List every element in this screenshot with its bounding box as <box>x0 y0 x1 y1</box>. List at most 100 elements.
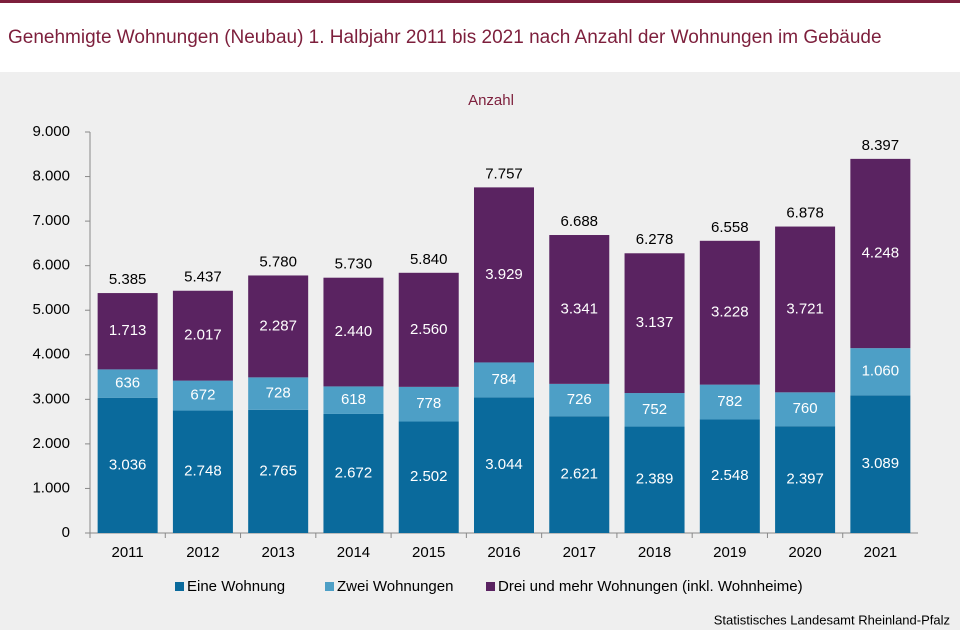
bar-segment <box>323 386 384 414</box>
x-tick-label: 2012 <box>186 544 219 561</box>
segment-label: 3.036 <box>109 456 147 473</box>
x-tick-label: 2015 <box>412 544 445 561</box>
bar-segment <box>699 240 760 385</box>
bar-segment <box>624 426 685 533</box>
legend-swatch <box>325 582 334 591</box>
segment-label: 778 <box>416 395 441 412</box>
segment-label: 728 <box>266 385 291 402</box>
y-tick-label: 3.000 <box>32 390 70 407</box>
segment-label: 2.560 <box>410 321 448 338</box>
total-label: 5.780 <box>259 253 297 270</box>
y-tick-label: 4.000 <box>32 346 70 363</box>
segment-label: 3.044 <box>485 456 523 473</box>
bar-segment <box>474 187 534 363</box>
segment-label: 782 <box>717 393 742 410</box>
x-tick-label: 2019 <box>713 544 746 561</box>
segment-label: 2.440 <box>335 323 373 340</box>
bar-segment <box>172 290 233 381</box>
x-tick-label: 2016 <box>487 544 520 561</box>
legend-label: Eine Wohnung <box>187 578 285 595</box>
bar-segment <box>474 362 534 398</box>
total-label: 7.757 <box>485 165 523 182</box>
bar-segment <box>699 419 760 533</box>
chart-title: Genehmigte Wohnungen (Neubau) 1. Halbjah… <box>8 27 882 48</box>
bar-segment <box>248 409 309 533</box>
y-tick-label: 1.000 <box>32 479 70 496</box>
bar-segment <box>850 395 911 533</box>
bar-segment <box>775 392 836 427</box>
total-label: 5.437 <box>184 269 222 286</box>
bar-segment <box>323 277 384 387</box>
bar-segment <box>398 421 459 533</box>
top-rule <box>0 0 960 3</box>
bar-segment <box>624 393 685 427</box>
segment-label: 2.548 <box>711 467 749 484</box>
segment-label: 2.748 <box>184 463 222 480</box>
bar-segment <box>97 397 158 533</box>
segment-label: 2.287 <box>259 317 297 334</box>
bar-segment <box>549 416 610 533</box>
x-tick-label: 2018 <box>638 544 671 561</box>
total-label: 6.878 <box>786 205 824 222</box>
legend-label: Zwei Wohnungen <box>337 578 453 595</box>
bar-segment <box>398 272 459 387</box>
bar-segment <box>474 397 534 533</box>
source: Statistisches Landesamt Rheinland-Pfalz <box>714 612 950 627</box>
segment-label: 784 <box>491 371 516 388</box>
x-tick-label: 2021 <box>864 544 897 561</box>
y-tick-label: 5.000 <box>32 301 70 318</box>
segment-label: 636 <box>115 375 140 392</box>
total-label: 5.730 <box>335 256 373 273</box>
x-tick-label: 2020 <box>788 544 821 561</box>
x-tick-label: 2011 <box>112 544 144 561</box>
segment-label: 2.502 <box>410 468 448 485</box>
x-tick-label: 2014 <box>337 544 370 561</box>
x-tick-label: 2013 <box>261 544 294 561</box>
segment-label: 2.017 <box>184 327 222 344</box>
bar-segment <box>549 383 610 417</box>
total-label: 8.397 <box>862 137 900 154</box>
segment-label: 1.713 <box>109 322 147 339</box>
segment-label: 1.060 <box>862 363 900 380</box>
bar-segment <box>248 275 309 378</box>
y-axis-label: Anzahl <box>468 92 514 109</box>
segment-label: 3.929 <box>485 266 523 283</box>
segment-label: 2.765 <box>259 462 297 479</box>
legend-swatch <box>486 582 495 591</box>
bar-segment <box>323 413 384 533</box>
total-label: 5.385 <box>109 271 147 288</box>
y-tick-label: 0 <box>62 524 70 541</box>
bar-segment <box>699 384 760 420</box>
segment-label: 752 <box>642 401 667 418</box>
segment-label: 726 <box>567 391 592 408</box>
segment-label: 2.397 <box>786 471 824 488</box>
segment-label: 3.721 <box>786 300 824 317</box>
total-label: 6.558 <box>711 219 749 236</box>
segment-label: 2.672 <box>335 464 373 481</box>
y-tick-label: 9.000 <box>32 123 70 140</box>
bar-segment <box>172 380 233 411</box>
bar-segment <box>172 410 233 533</box>
bar-segment <box>850 348 911 396</box>
bar-segment <box>775 426 836 533</box>
segment-label: 672 <box>190 387 215 404</box>
segment-label: 3.089 <box>862 455 900 472</box>
total-label: 6.278 <box>636 231 674 248</box>
total-label: 5.840 <box>410 251 448 268</box>
segment-label: 4.248 <box>862 244 900 261</box>
bar-segment <box>549 235 610 384</box>
y-tick-label: 8.000 <box>32 168 70 185</box>
bar-segment <box>97 293 158 370</box>
bar-segment <box>248 377 309 410</box>
segment-label: 3.137 <box>636 314 674 331</box>
total-label: 6.688 <box>560 213 598 230</box>
legend-swatch <box>175 582 184 591</box>
segment-label: 2.389 <box>636 471 674 488</box>
bar-segment <box>398 386 459 422</box>
y-tick-label: 7.000 <box>32 212 70 229</box>
segment-label: 3.341 <box>560 300 598 317</box>
legend-label: Drei und mehr Wohnungen (inkl. Wohnheime… <box>498 578 803 595</box>
bar-segment <box>775 226 836 393</box>
segment-label: 2.621 <box>560 466 598 483</box>
